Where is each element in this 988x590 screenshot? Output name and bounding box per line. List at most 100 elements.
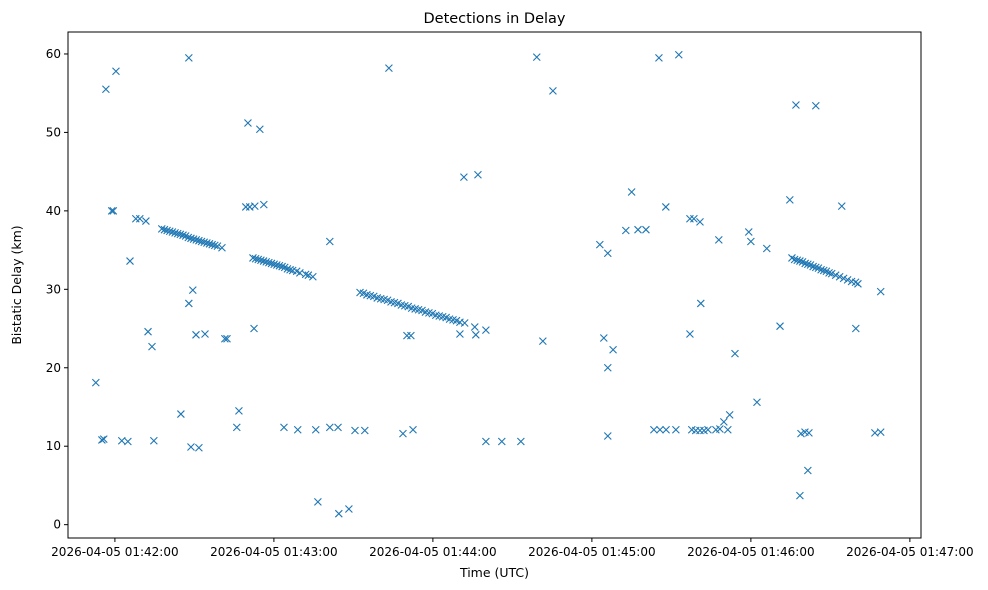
data-point xyxy=(474,170,482,179)
data-point xyxy=(595,240,604,249)
data-point xyxy=(280,423,288,432)
data-point xyxy=(142,217,150,225)
data-point xyxy=(218,243,226,252)
data-point xyxy=(785,195,794,204)
data-point xyxy=(690,214,698,223)
data-point xyxy=(201,330,209,338)
data-point xyxy=(301,270,310,279)
data-point xyxy=(272,261,281,269)
data-point xyxy=(187,234,195,243)
data-point xyxy=(102,85,110,94)
data-point xyxy=(126,257,134,265)
data-point xyxy=(168,228,177,236)
y-tick-label: 40 xyxy=(46,204,61,218)
data-point xyxy=(313,498,322,506)
data-point xyxy=(385,64,393,72)
data-point xyxy=(797,429,805,438)
data-point xyxy=(160,225,169,234)
x-tick-label: 2026-04-05 01:47:00 xyxy=(846,545,973,559)
data-point xyxy=(762,244,771,253)
data-point xyxy=(792,101,800,109)
data-point xyxy=(744,228,753,236)
data-point xyxy=(851,324,860,333)
data-point xyxy=(753,398,761,407)
data-point xyxy=(790,255,799,264)
data-point xyxy=(262,257,271,266)
data-point xyxy=(192,236,201,244)
data-point xyxy=(532,53,541,61)
data-point xyxy=(144,327,152,336)
data-point xyxy=(599,334,608,342)
data-point xyxy=(283,265,292,273)
data-point xyxy=(205,239,214,248)
data-point xyxy=(91,378,100,387)
data-point xyxy=(176,230,185,239)
data-point xyxy=(220,334,229,343)
data-point xyxy=(250,324,258,333)
data-point xyxy=(696,217,704,226)
data-point xyxy=(311,425,320,434)
data-point xyxy=(627,188,636,196)
y-axis-label: Bistatic Delay (km) xyxy=(9,225,24,344)
data-point xyxy=(704,425,712,434)
data-point xyxy=(603,249,612,258)
data-point xyxy=(731,349,739,358)
y-tick-label: 50 xyxy=(46,125,61,139)
data-point xyxy=(325,423,334,432)
data-point xyxy=(609,345,617,354)
data-point xyxy=(267,259,276,268)
data-point xyxy=(135,214,144,223)
data-point xyxy=(801,259,810,268)
data-point xyxy=(819,266,828,275)
data-point xyxy=(112,67,120,76)
data-point xyxy=(811,263,820,272)
data-points xyxy=(91,50,885,518)
data-point xyxy=(409,425,417,434)
data-point xyxy=(686,330,694,338)
data-point xyxy=(334,509,343,518)
data-point xyxy=(399,429,407,438)
data-point xyxy=(254,255,263,264)
x-tick-label: 2026-04-05 01:44:00 xyxy=(369,545,496,559)
data-point xyxy=(223,334,231,343)
y-tick-label: 20 xyxy=(46,361,61,375)
data-point xyxy=(344,505,353,513)
x-tick-label: 2026-04-05 01:46:00 xyxy=(687,545,814,559)
data-point xyxy=(776,322,784,331)
data-point xyxy=(456,330,464,338)
chart-title: Detections in Delay xyxy=(423,11,565,27)
y-tick-label: 60 xyxy=(46,47,61,61)
data-point xyxy=(187,443,195,451)
data-point xyxy=(250,202,259,211)
data-point xyxy=(351,426,359,435)
data-point xyxy=(671,425,680,434)
data-point xyxy=(837,202,846,211)
data-point xyxy=(293,425,302,434)
data-point xyxy=(809,262,818,271)
data-point xyxy=(843,276,852,284)
data-point xyxy=(876,428,885,436)
data-point xyxy=(650,425,658,434)
x-tick-label: 2026-04-05 01:45:00 xyxy=(528,545,655,559)
data-point xyxy=(854,279,862,288)
data-point xyxy=(661,203,670,211)
data-point xyxy=(249,254,257,262)
x-axis: 2026-04-05 01:42:00 2026-04-05 01:43:00 20… xyxy=(51,538,974,559)
data-point xyxy=(715,425,724,433)
y-tick-label: 10 xyxy=(46,439,61,453)
data-point xyxy=(793,256,802,265)
data-point xyxy=(796,491,804,500)
data-point xyxy=(264,258,273,267)
data-point xyxy=(360,426,369,435)
data-point xyxy=(255,125,264,134)
data-point xyxy=(719,418,728,426)
data-point xyxy=(470,323,479,331)
data-point xyxy=(213,242,222,251)
data-point xyxy=(811,101,820,110)
data-point xyxy=(295,268,304,277)
data-point xyxy=(259,200,268,209)
data-point xyxy=(723,425,732,434)
data-point xyxy=(270,260,279,269)
data-point xyxy=(286,265,294,274)
x-tick-label: 2026-04-05 01:42:00 xyxy=(51,545,178,559)
